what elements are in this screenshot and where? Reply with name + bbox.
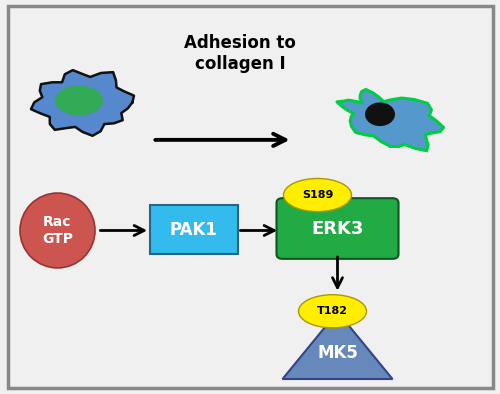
Polygon shape bbox=[31, 70, 134, 136]
Ellipse shape bbox=[55, 85, 103, 115]
Polygon shape bbox=[337, 89, 444, 151]
Text: MK5: MK5 bbox=[317, 344, 358, 362]
Text: PAK1: PAK1 bbox=[170, 221, 218, 238]
Ellipse shape bbox=[20, 193, 95, 268]
FancyBboxPatch shape bbox=[150, 205, 238, 254]
FancyBboxPatch shape bbox=[276, 198, 398, 259]
Text: T182: T182 bbox=[317, 306, 348, 316]
Ellipse shape bbox=[284, 178, 352, 212]
Polygon shape bbox=[282, 312, 393, 379]
Text: S189: S189 bbox=[302, 190, 333, 200]
Ellipse shape bbox=[298, 295, 366, 328]
Text: ERK3: ERK3 bbox=[312, 219, 364, 238]
Text: Adhesion to
collagen I: Adhesion to collagen I bbox=[184, 34, 296, 72]
Text: Rac
GTP: Rac GTP bbox=[42, 216, 73, 245]
Ellipse shape bbox=[365, 102, 395, 126]
